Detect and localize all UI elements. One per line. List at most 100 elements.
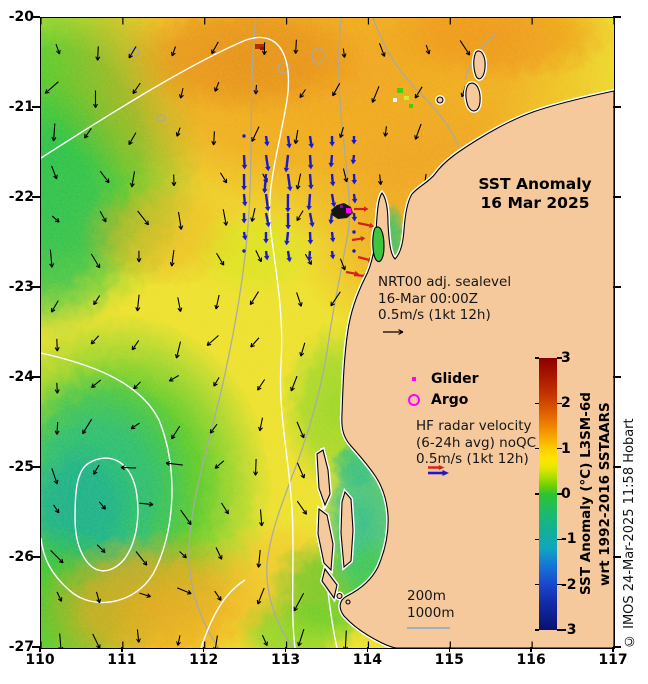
colorbar-tick <box>557 629 562 631</box>
glider-marker-icon <box>404 376 424 381</box>
x-axis-tick <box>202 647 205 652</box>
land-polygon <box>316 449 331 507</box>
x-axis-tick-label: 114 <box>352 652 383 668</box>
colorbar-tick <box>557 402 562 405</box>
y-axis-tick <box>32 16 40 18</box>
x-axis-tick <box>39 647 41 652</box>
x-axis-tick-label: 115 <box>434 652 464 668</box>
x-axis-tick <box>612 647 614 652</box>
x-axis-tick-label: 116 <box>516 652 546 668</box>
y-axis-tick <box>613 376 621 378</box>
current-vectors <box>44 39 471 648</box>
hf-radar-vectors-blue <box>241 134 358 263</box>
land-polygon <box>473 50 486 80</box>
colorbar-tick-label: -3 <box>561 622 577 638</box>
y-axis-tick <box>613 466 621 468</box>
glider-marker <box>346 208 351 213</box>
sst-pixel-patch <box>409 104 413 108</box>
land-polygon <box>372 226 385 263</box>
land-polygon <box>436 96 444 104</box>
x-axis-tick <box>448 647 451 652</box>
colorbar-tick <box>534 402 539 405</box>
glider-position <box>340 205 343 208</box>
colorbar-label-line2: wrt 1992-2016 SSTAARS <box>597 402 613 586</box>
legend-row-argo: Argo <box>404 389 479 410</box>
y-axis-tick <box>613 556 621 558</box>
colorbar-tick-label: 3 <box>561 350 571 366</box>
land-polygon <box>345 599 351 605</box>
inner-axis-ticks <box>41 18 614 648</box>
y-axis-tick <box>613 646 621 648</box>
y-axis-tick-label: -22 <box>8 189 34 205</box>
map-legend: Glider Argo <box>404 368 479 410</box>
depth-200m-label: 200m <box>407 588 446 604</box>
hf-line2: (6-24h avg) noQC <box>416 434 537 451</box>
x-axis-tick <box>284 647 287 652</box>
y-axis-tick-label: -27 <box>8 639 34 655</box>
depth-contour-labels: 200m 1000m <box>407 588 455 622</box>
map-title-line1: SST Anomaly <box>478 175 592 193</box>
glider-track-blob <box>331 203 353 219</box>
y-axis-tick-label: -21 <box>8 99 34 115</box>
y-axis-tick <box>32 286 40 288</box>
legend-glider-label: Glider <box>431 370 479 387</box>
y-axis-tick-label: -20 <box>8 9 34 25</box>
colorbar-tick-label: 1 <box>561 440 571 457</box>
sealevel-line3: 0.5m/s (1kt 12h) <box>378 307 491 323</box>
sealevel-line2: 16-Mar 00:00Z <box>378 290 478 307</box>
colorbar-tick-label: 2 <box>561 395 571 412</box>
map-canvas <box>41 18 614 648</box>
x-axis-tick-label: 117 <box>598 652 628 668</box>
colorbar-tick <box>534 538 539 541</box>
glider-track <box>331 203 353 219</box>
colorbar-tick-label: -2 <box>561 576 577 593</box>
colorbar-gradient <box>539 358 557 630</box>
colorbar-tick <box>534 447 539 450</box>
x-axis-tick-label: 113 <box>270 652 301 668</box>
y-axis-tick <box>32 196 40 198</box>
colorbar-tick <box>557 493 562 495</box>
sealevel-annotation: NRT00 adj. sealevel 16-Mar 00:00Z 0.5m/s… <box>378 274 511 324</box>
colorbar-tick <box>534 583 539 586</box>
x-axis-tick <box>121 647 123 652</box>
map-title: SST Anomaly 16 Mar 2025 <box>462 175 608 213</box>
y-axis-tick-label: -24 <box>8 369 34 385</box>
y-axis-tick <box>32 556 40 558</box>
depth-contour-line-sample <box>407 627 450 629</box>
sealevel-line1: NRT00 adj. sealevel <box>378 274 512 290</box>
x-axis-tick <box>530 647 532 652</box>
y-axis-tick-label: -26 <box>8 549 34 565</box>
colorbar-tick <box>557 357 562 359</box>
x-axis-tick-label: 111 <box>107 652 137 668</box>
y-axis-tick <box>613 196 621 198</box>
hf-line3: 0.5m/s (1kt 12h) <box>416 451 529 467</box>
colorbar-tick-label: -1 <box>561 531 577 548</box>
hf-radar-scale-arrows-icon <box>428 465 449 476</box>
legend-row-glider: Glider <box>404 368 479 389</box>
hf-radar-annotation: HF radar velocity (6-24h avg) noQC 0.5m/… <box>416 418 536 468</box>
y-axis-tick-label: -25 <box>8 459 34 475</box>
land-polygon <box>465 82 481 112</box>
sealevel-scale-arrow-icon <box>383 329 404 335</box>
copyright-watermark: © IMOS 24-Mar-2025 11:58 Hobart <box>622 418 637 648</box>
sst-pixel-patch <box>260 47 264 50</box>
y-axis-tick <box>32 376 40 378</box>
land-polygon <box>317 507 334 572</box>
legend-argo-label: Argo <box>431 391 469 408</box>
y-axis-tick <box>613 286 621 288</box>
sst-pixel-patch <box>397 88 403 93</box>
y-axis-tick <box>613 16 621 18</box>
colorbar-tick <box>557 583 562 586</box>
map-title-line2: 16 Mar 2025 <box>480 194 590 212</box>
hf-line1: HF radar velocity <box>416 418 532 434</box>
y-axis-tick <box>32 106 40 108</box>
sst-pixel-patch <box>404 96 409 100</box>
x-axis-tick-label: 112 <box>189 652 219 668</box>
map-plot <box>40 17 615 649</box>
land-polygon <box>340 490 354 569</box>
colorbar-tick <box>534 357 539 359</box>
argo-marker-icon <box>404 393 424 406</box>
y-axis-tick <box>613 106 621 108</box>
colorbar-tick-label: 0 <box>561 486 571 502</box>
